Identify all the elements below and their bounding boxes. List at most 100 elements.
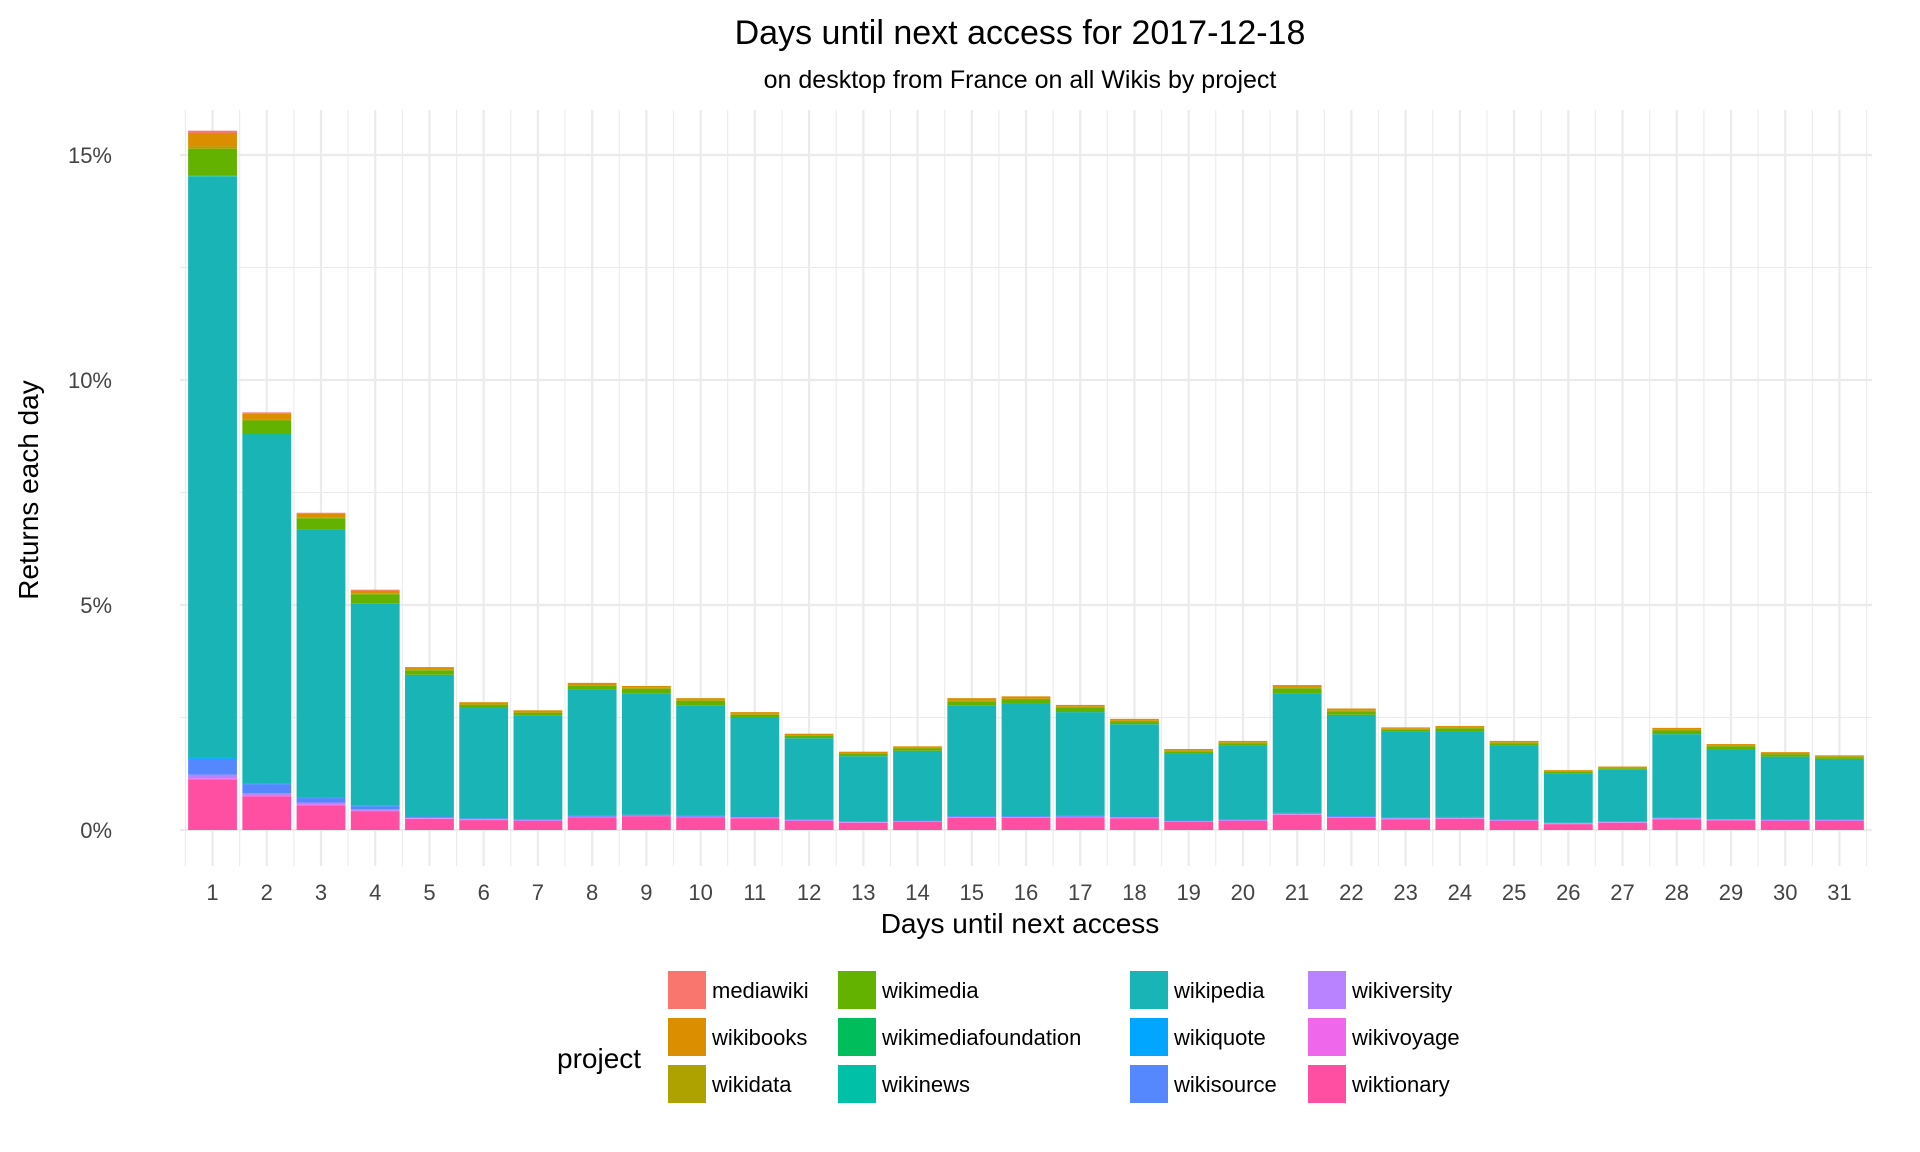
bar-segment-wikidata-29 [1706,745,1756,747]
legend-key-mediawiki [668,971,706,1009]
bar-segment-wiktionary-20 [1218,821,1268,830]
bar-segment-wikibooks-7 [513,710,563,713]
bar-segment-wikidata-27 [1598,767,1647,769]
bar-segment-wikipedia-6 [459,708,509,819]
legend-label-wikimedia: wikimedia [881,978,979,1003]
bar-segment-wikisource-2 [242,784,292,794]
x-tick-label: 1 [206,880,218,905]
bar-segment-wikisource-23 [1381,817,1431,819]
bar-segment-wikisource-1 [188,758,237,775]
bar-segment-wikimedia-16 [1001,699,1051,704]
bar-segment-wiktionary-16 [1001,817,1051,830]
bar-segment-wikisource-17 [1055,815,1105,817]
bar-segment-wikimedia-6 [459,704,509,709]
x-axis-ticks: 1 2 3 4 5 6 7 8 9 10 11 12 13 14 15 16 17 18 19 20 21 22 23 24 2… [206,880,1851,905]
bar-segment-wiktionary-14 [893,821,942,830]
bar-segment-wikibooks-25 [1489,740,1539,743]
legend-key-wikinews [838,1065,876,1103]
bar-segment-wiktionary-13 [838,822,888,830]
bar-segment-wikibooks-2 [242,413,292,420]
bar-segment-wikisource-11 [730,816,780,818]
bar-segment-wikiversity-2 [242,793,292,796]
bar-segment-wikidata-9 [621,687,671,689]
bar-segment-wiktionary-10 [676,817,726,830]
bar-segment-wikipedia-5 [405,674,454,817]
bar-segment-wikiquote-3 [296,797,346,799]
bar-segment-wikidata-20 [1218,742,1268,744]
legend-key-wikibooks [668,1018,706,1056]
bar-segment-wikisource-18 [1110,816,1159,818]
bar-segment-wikidata-25 [1489,742,1539,744]
bar-segment-wikipedia-12 [784,738,834,820]
bar-segment-wikidata-30 [1760,753,1810,755]
legend-label-wikiquote: wikiquote [1173,1025,1266,1050]
bar-segment-wikibooks-6 [459,702,509,704]
bar-segment-wikipedia-27 [1598,769,1647,822]
legend-key-wikiversity [1308,971,1346,1009]
x-tick-label: 22 [1339,880,1363,905]
bar-segment-mediawiki-1 [188,130,237,133]
bar-segment-wikibooks-3 [296,513,346,518]
bar-segment-wikidata-16 [1001,698,1051,700]
bar-segment-wikipedia-17 [1055,712,1105,816]
legend-label-wikimediafoundation: wikimediafoundation [881,1025,1081,1050]
bar-segment-wikimedia-10 [676,700,726,706]
bar-segment-wikipedia-20 [1218,745,1268,820]
bar-segment-wikimedia-14 [893,748,942,751]
x-tick-label: 11 [743,880,766,905]
bar-segment-mediawiki-3 [296,512,346,514]
bar-segment-wikisource-8 [567,815,617,817]
chart-subtitle: on desktop from France on all Wikis by p… [764,66,1277,94]
x-tick-label: 25 [1502,880,1526,905]
bar-segment-wikimedia-27 [1598,768,1647,770]
bar-segment-wikibooks-22 [1326,708,1376,711]
bar-segment-wikipedia-31 [1815,758,1864,820]
bar-segment-wikisource-22 [1326,816,1376,817]
legend-key-wikivoyage [1308,1018,1346,1056]
bar-segment-wikimedia-9 [621,688,671,694]
bar-segment-wikipedia-14 [893,750,942,821]
bar-segment-wikipedia-9 [621,693,671,815]
bar-segment-wiktionary-26 [1543,824,1593,830]
bar-segment-wikipedia-8 [567,689,617,816]
bar-segment-wiktionary-5 [405,818,454,830]
bar-segment-wikipedia-23 [1381,731,1431,818]
bar-segment-wikipedia-2 [242,434,292,784]
bar-segment-wikibooks-30 [1760,752,1810,754]
x-tick-label: 12 [797,880,821,905]
x-tick-label: 7 [532,880,544,905]
legend-items: mediawiki wikibooks wikidata wikimedia wikim… [668,971,1460,1103]
y-tick-label: 10% [68,368,112,393]
bar-segment-wikipedia-24 [1435,731,1485,817]
bar-segment-wikipedia-11 [730,717,780,817]
bar-segment-wikidata-24 [1435,727,1485,729]
bar-segment-wikimedia-30 [1760,754,1810,757]
x-tick-label: 31 [1827,880,1851,905]
bar-segment-wiktionary-25 [1489,821,1539,830]
bar-segment-wikipedia-30 [1760,756,1810,820]
x-tick-label: 5 [423,880,435,905]
legend-key-wikiquote [1130,1018,1168,1056]
x-tick-label: 29 [1719,880,1743,905]
bar-segment-wikidata-3 [296,517,346,519]
bar-segment-wikidata-21 [1272,687,1322,689]
bar-segment-wikibooks-5 [405,667,454,670]
bar-segment-wikibooks-29 [1706,744,1756,746]
bar-segment-wikidata-17 [1055,706,1105,708]
x-tick-label: 24 [1448,880,1472,905]
y-tick-label: 5% [80,593,112,618]
y-tick-label: 0% [80,818,112,843]
bar-segment-wikidata-13 [838,753,888,754]
x-tick-label: 4 [369,880,381,905]
bar-segment-wikimedia-12 [784,735,834,739]
bar-segment-wikipedia-18 [1110,724,1159,817]
bar-segment-wiktionary-17 [1055,817,1105,830]
bar-segment-wikidata-26 [1543,771,1593,772]
bar-segment-wikimedia-2 [242,420,292,434]
bar-segment-wikipedia-26 [1543,773,1593,823]
legend-label-wikibooks: wikibooks [711,1025,807,1050]
bar-segment-wikibooks-16 [1001,696,1051,699]
bar-segment-wikipedia-16 [1001,703,1051,817]
bar-segment-wikisource-7 [513,819,563,821]
